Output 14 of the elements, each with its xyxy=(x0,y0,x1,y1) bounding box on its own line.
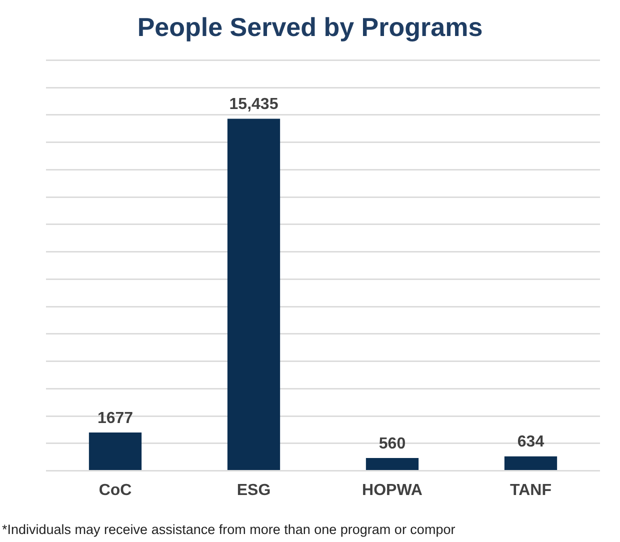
bar xyxy=(366,458,419,470)
bar xyxy=(227,118,280,470)
text: *Individuals may receive assistance from more than one program or compor xyxy=(2,522,456,537)
x-tick-label: TANF xyxy=(510,482,552,499)
data-label: 560 xyxy=(378,435,406,452)
x-tick-label: HOPWA xyxy=(362,482,423,499)
data-label: 15,435 xyxy=(229,96,278,114)
x-tick-label: ESG xyxy=(236,482,271,499)
x-tick-label: CoC xyxy=(98,482,132,499)
chart-title: People Served by Programs xyxy=(136,12,484,43)
data-label: 634 xyxy=(517,434,544,451)
data-label: 1677 xyxy=(97,410,134,427)
bar xyxy=(504,456,558,470)
bar xyxy=(88,432,142,470)
